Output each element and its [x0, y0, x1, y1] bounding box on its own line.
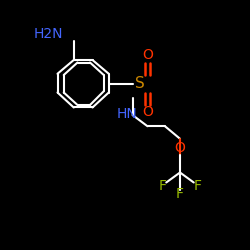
- Text: F: F: [194, 179, 202, 193]
- Text: F: F: [176, 187, 184, 201]
- Text: H2N: H2N: [34, 28, 64, 42]
- Text: F: F: [158, 179, 166, 193]
- Text: HN: HN: [117, 107, 138, 121]
- Text: O: O: [142, 106, 153, 120]
- Text: O: O: [174, 140, 186, 154]
- Text: O: O: [142, 48, 153, 62]
- Text: S: S: [135, 76, 145, 91]
